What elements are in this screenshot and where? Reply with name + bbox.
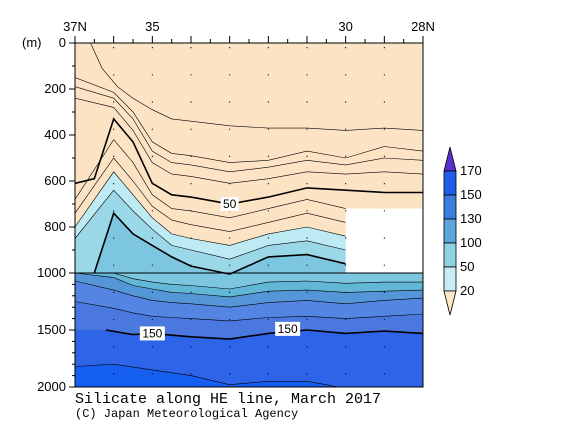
legend-label-5: 20 <box>460 283 474 298</box>
legend-label-0: 170 <box>460 163 482 178</box>
contour-line-60 <box>75 139 346 219</box>
contour-line-100 <box>93 211 346 275</box>
y-tick-label-4: 800 <box>44 219 66 234</box>
contour-band-surface <box>75 43 423 131</box>
y-axis-ticks: 0 200 400 600 800 1000 1500 2000 <box>37 35 75 394</box>
y-tick-label-0: 0 <box>59 35 66 50</box>
chart-title: Silicate along HE line, March 2017 <box>75 391 381 408</box>
y-axis-unit-label: (m) <box>22 35 42 50</box>
x-tick-label-1: 35 <box>145 19 159 34</box>
contour-line-70 <box>75 157 346 232</box>
legend-swatch-0 <box>443 170 457 196</box>
contour-line-90 <box>75 189 346 260</box>
legend-label-3: 100 <box>460 235 482 250</box>
legend-swatch-1 <box>443 194 457 220</box>
contour-line-130 <box>75 280 423 308</box>
contour-label-bg-1 <box>139 326 165 341</box>
contour-label-bg-2 <box>275 321 301 336</box>
contour-line-30 <box>75 77 423 163</box>
contour-label-2: 150 <box>278 322 298 336</box>
legend-swatch-3 <box>443 242 457 268</box>
contour-line-110 <box>75 272 423 290</box>
legend-label-2: 130 <box>460 211 482 226</box>
contour-label-0: 50 <box>223 197 237 211</box>
color-legend: 170 150 130 100 50 20 <box>443 146 482 316</box>
contour-labels-layer: 50 150 150 <box>139 197 301 341</box>
legend-bottom-triangle <box>443 290 457 316</box>
y-tick-label-7: 2000 <box>37 379 66 394</box>
legend-top-triangle <box>443 146 457 172</box>
chart-credit: (C) Japan Meteorological Agency <box>75 407 298 421</box>
contour-line-120 <box>75 272 423 298</box>
missing-data-mask <box>345 208 423 273</box>
contour-line-50 <box>75 117 423 205</box>
contour-line-40 <box>75 86 423 173</box>
contour-line-20 <box>90 43 423 131</box>
y-tick-label-1: 200 <box>44 81 66 96</box>
legend-swatch-2 <box>443 218 457 244</box>
y-tick-label-6: 1500 <box>37 322 66 337</box>
y-tick-label-5: 1000 <box>37 265 66 280</box>
x-axis-ticks: 37N 35 30 28N <box>63 19 435 43</box>
legend-swatch-4 <box>443 266 457 292</box>
y-tick-label-2: 400 <box>44 127 66 142</box>
x-tick-label-2: 30 <box>338 19 352 34</box>
contour-line-155 <box>75 363 338 387</box>
legend-label-4: 50 <box>460 259 474 274</box>
contour-line-layer <box>75 43 423 387</box>
legend-label-1: 150 <box>460 187 482 202</box>
contour-line-80 <box>75 171 346 246</box>
y-tick-label-3: 600 <box>44 173 66 188</box>
x-tick-label-0: 37N <box>63 19 87 34</box>
contour-label-1: 150 <box>142 326 162 340</box>
contour-line-140 <box>75 301 423 322</box>
x-tick-label-3: 28N <box>411 19 435 34</box>
contour-label-bg-0 <box>220 197 239 211</box>
contour-line-45 <box>75 97 423 184</box>
